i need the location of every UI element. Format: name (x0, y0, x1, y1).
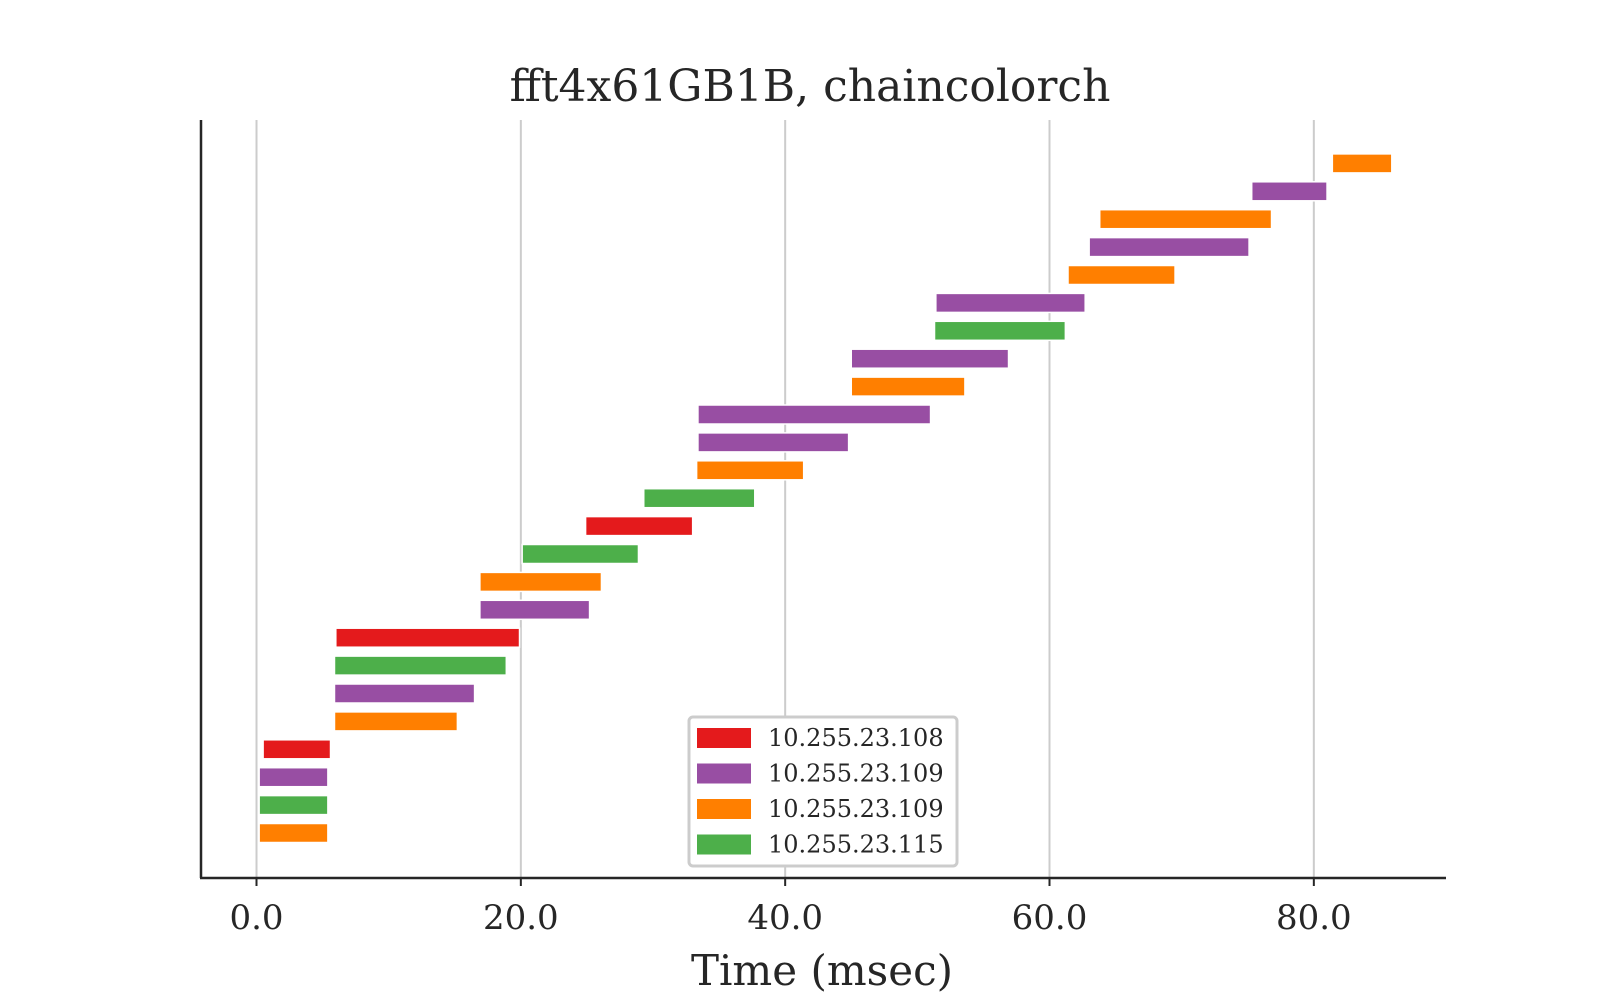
task-bar (521, 543, 640, 565)
legend-swatch (697, 799, 751, 819)
task-bar (262, 739, 332, 760)
task-bar (258, 766, 329, 788)
legend-frame (687, 715, 959, 868)
task-bar (1250, 181, 1328, 202)
task-bar (333, 655, 508, 676)
task-bar (335, 627, 521, 648)
task-bar (850, 348, 1010, 369)
task-bar (1067, 264, 1176, 286)
task-bar (935, 292, 1086, 314)
legend: 10.255.23.108 10.255.23.109 10.255.23.109 1… (687, 715, 959, 868)
legend-swatch (697, 763, 751, 784)
task-bar (258, 794, 329, 816)
x-tick-label: 20.0 (483, 898, 559, 938)
task-bar (643, 487, 756, 509)
task-bar (258, 822, 329, 844)
task-bar (1098, 208, 1273, 230)
x-gridlines (255, 120, 1315, 878)
legend-entry-label: 10.255.23.108 (768, 724, 944, 752)
x-tick-label: 0.0 (229, 898, 283, 938)
x-ticks: 0.0 20.0 40.0 60.0 80.0 (229, 878, 1352, 938)
legend-entry-label: 10.255.23.109 (768, 760, 944, 788)
task-bar (479, 571, 603, 593)
task-bar (697, 432, 850, 453)
task-bar (697, 404, 932, 425)
chart-title: fft4x61GB1B, chaincolorch (510, 61, 1111, 112)
task-bar (695, 460, 805, 481)
task-bar (933, 320, 1067, 342)
x-tick-label: 80.0 (1276, 898, 1352, 938)
task-bar (479, 599, 591, 621)
task-bars (258, 153, 1393, 844)
task-bar (584, 515, 694, 537)
task-bar (333, 683, 476, 704)
legend-swatch (697, 728, 751, 748)
x-axis-label: Time (msec) (691, 946, 953, 995)
x-tick-label: 40.0 (747, 898, 823, 938)
task-bar (1088, 236, 1250, 258)
legend-entry-label: 10.255.23.109 (768, 795, 944, 823)
task-bar (1331, 153, 1393, 174)
task-bar (333, 711, 459, 732)
x-tick-label: 60.0 (1012, 898, 1088, 938)
legend-swatch (697, 834, 751, 855)
legend-entry-label: 10.255.23.115 (768, 831, 944, 859)
task-bar (850, 376, 966, 397)
